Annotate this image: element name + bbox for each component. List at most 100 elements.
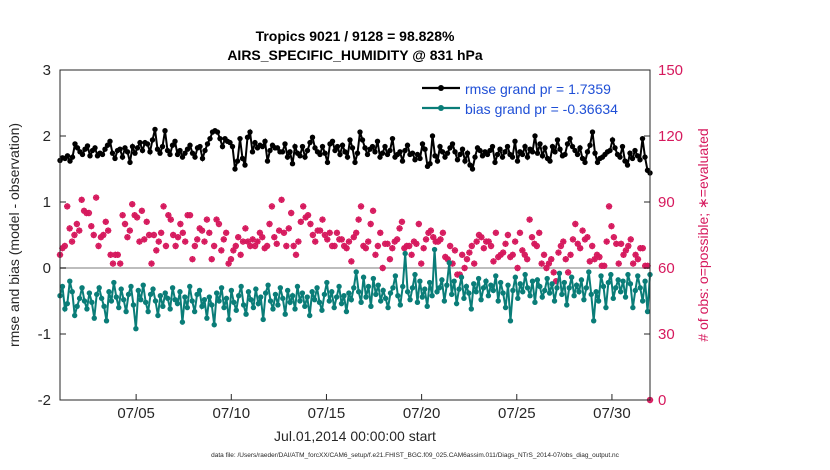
- obs-evaluated-marker: [210, 242, 218, 250]
- obs-evaluated-marker: [271, 234, 278, 241]
- obs-evaluated-marker: [331, 242, 338, 250]
- bias-data-point: [292, 306, 298, 312]
- bias-data-point: [329, 289, 335, 295]
- obs-evaluated-marker: [451, 247, 459, 254]
- bias-data-point: [380, 287, 386, 294]
- obs-evaluated-marker: [117, 260, 124, 267]
- bias-data-point: [81, 298, 88, 304]
- bias-data-point: [458, 274, 465, 280]
- bias-data-point: [294, 283, 301, 290]
- obs-evaluated-marker: [444, 256, 451, 263]
- obs-evaluated-marker: [613, 240, 620, 247]
- bias-data-point: [282, 311, 288, 317]
- bias-data-point: [240, 302, 247, 308]
- obs-evaluated-marker: [401, 245, 408, 252]
- obs-evaluated-marker: [357, 203, 365, 210]
- obs-evaluated-marker: [492, 229, 500, 236]
- bias-data-point: [471, 281, 477, 287]
- bias-data-point: [250, 304, 257, 311]
- rmse-data-point: [592, 150, 598, 156]
- rmse-data-point: [379, 150, 386, 156]
- obs-evaluated-marker: [215, 220, 223, 228]
- obs-evaluated-marker: [360, 242, 367, 250]
- bias-data-point: [199, 303, 205, 309]
- rmse-data-point: [492, 159, 498, 166]
- obs-evaluated-marker: [237, 251, 244, 258]
- rmse-data-point: [477, 147, 483, 154]
- rmse-data-point: [157, 150, 163, 156]
- obs-evaluated-marker: [285, 225, 292, 232]
- bias-data-point: [233, 307, 239, 313]
- obs-evaluated-marker: [68, 238, 76, 245]
- obs-evaluated-marker: [548, 256, 555, 263]
- obs-evaluated-marker: [422, 236, 430, 243]
- rmse-data-point: [74, 145, 81, 151]
- obs-evaluated-marker: [292, 251, 300, 258]
- rmse-data-point: [354, 150, 361, 156]
- bias-data-point: [571, 293, 577, 299]
- bias-data-point: [603, 304, 609, 311]
- bias-data-point: [573, 282, 580, 288]
- obs-evaluated-marker: [256, 229, 264, 236]
- rmse-data-point: [259, 143, 266, 150]
- rmse-data-point: [479, 153, 486, 159]
- obs-evaluated-marker: [499, 249, 507, 256]
- obs-evaluated-marker: [78, 196, 85, 203]
- obs-evaluated-marker: [446, 242, 454, 250]
- rmse-data-point: [147, 149, 153, 155]
- obs-evaluated-marker: [283, 242, 290, 250]
- bias-data-point: [67, 278, 73, 284]
- rmse-data-point: [64, 153, 71, 159]
- bias-data-point: [130, 302, 137, 308]
- bias-data-point: [593, 289, 599, 295]
- obs-evaluated-marker: [393, 236, 401, 243]
- rmse-data-point: [589, 129, 596, 135]
- obs-evaluated-marker: [545, 260, 553, 267]
- obs-evaluated-marker: [348, 258, 355, 265]
- bias-data-point: [375, 282, 381, 288]
- rmse-data-point: [109, 150, 116, 156]
- obs-evaluated-marker: [418, 260, 425, 267]
- rmse-data-point: [279, 149, 286, 155]
- y-left-tick-label: 0: [43, 260, 51, 277]
- obs-evaluated-marker: [88, 223, 95, 230]
- bias-data-point: [182, 294, 188, 300]
- bias-data-point: [262, 290, 269, 296]
- rmse-data-point: [322, 150, 328, 156]
- obs-evaluated-marker: [247, 242, 254, 250]
- obs-evaluated-marker: [143, 218, 150, 225]
- bias-data-point: [316, 299, 323, 306]
- rmse-data-point: [284, 154, 291, 160]
- rmse-data-point: [249, 149, 256, 155]
- bias-data-point: [243, 311, 249, 317]
- obs-evaluated-marker: [191, 242, 199, 250]
- bias-data-point: [94, 291, 100, 298]
- rmse-data-point: [499, 154, 506, 160]
- obs-evaluated-marker: [485, 238, 492, 245]
- rmse-data-point: [607, 147, 613, 154]
- rmse-data-point: [152, 126, 158, 133]
- rmse-data-point: [572, 147, 578, 154]
- rmse-data-point: [242, 162, 248, 168]
- obs-evaluated-marker: [610, 234, 618, 241]
- rmse-data-point: [484, 151, 491, 158]
- obs-evaluated-marker: [312, 238, 319, 245]
- bias-data-point: [519, 289, 526, 295]
- obs-evaluated-marker: [157, 229, 165, 236]
- rmse-data-point: [437, 143, 443, 150]
- bias-data-point: [336, 283, 342, 290]
- bias-data-point: [449, 291, 455, 298]
- bias-data-point: [150, 286, 156, 292]
- rmse-data-point: [307, 139, 313, 146]
- rmse-data-point: [129, 143, 136, 150]
- bias-data-point: [559, 291, 565, 298]
- bias-data-point: [277, 285, 284, 291]
- bias-data-point: [615, 277, 621, 283]
- bias-data-point: [106, 289, 112, 295]
- obs-evaluated-marker: [316, 227, 324, 234]
- rmse-data-point: [552, 149, 558, 155]
- obs-evaluated-marker: [340, 242, 348, 250]
- rmse-data-point: [567, 135, 573, 142]
- rmse-data-point: [214, 129, 221, 135]
- rmse-data-point: [174, 151, 181, 158]
